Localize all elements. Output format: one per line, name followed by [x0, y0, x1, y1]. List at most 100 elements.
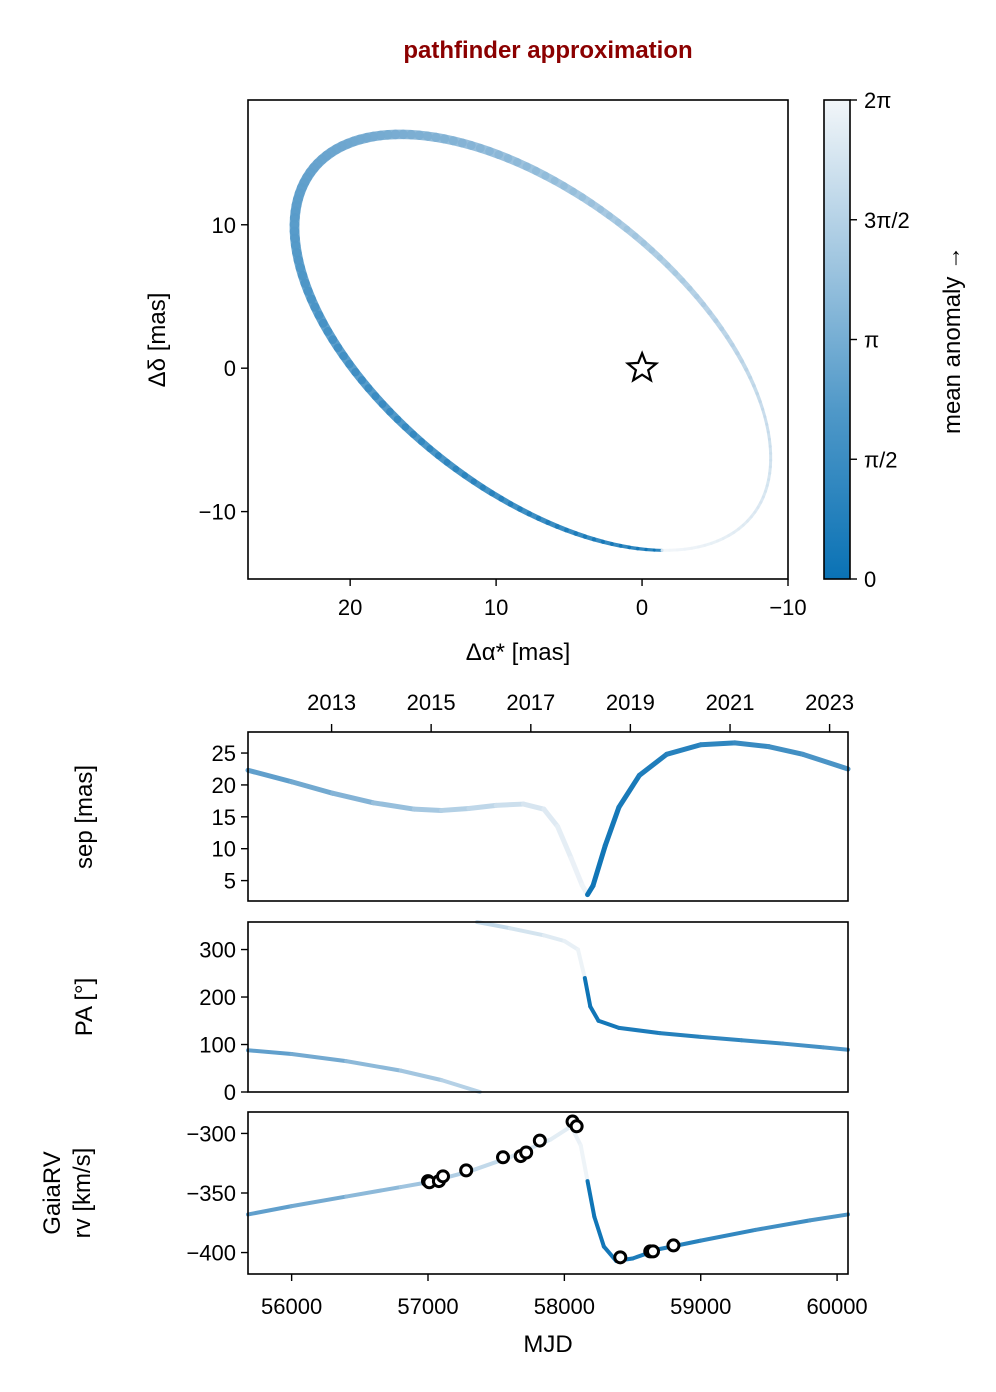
rv-model-segment: [807, 1212, 850, 1223]
pa-ticks: 0 100 200 300: [199, 938, 248, 1105]
pa-curve: [246, 920, 850, 1094]
pa-segment: [398, 1068, 444, 1083]
rv-y-label-line2: rv [km/s]: [69, 1148, 96, 1239]
star-marker: [624, 350, 660, 383]
rv-model-segment: [246, 1204, 294, 1217]
rv-model-segment: [548, 1124, 574, 1142]
chart-title: pathfinder approximation: [403, 37, 692, 64]
y-tick-label: 300: [199, 938, 236, 963]
pa-segment: [562, 938, 580, 952]
rv-ticks: −300 −350 −400 56000 57000 58000 59000 60000: [186, 1121, 867, 1319]
orbit-frame: [247, 99, 789, 580]
rv-observation: [666, 1238, 681, 1253]
y-tick-label: 200: [199, 985, 236, 1010]
y-tick-label: −300: [186, 1121, 236, 1146]
rv-observation: [613, 1250, 628, 1265]
sep-segment: [439, 806, 472, 813]
rv-observation: [519, 1145, 534, 1160]
rv-y-label-line1: GaiaRV: [39, 1151, 66, 1235]
y-tick-label: 0: [224, 356, 236, 381]
x-tick-label: 0: [636, 595, 648, 620]
orbit-curve: [289, 129, 773, 552]
pa-segment: [588, 1004, 601, 1023]
rv-model-segment: [753, 1218, 812, 1232]
sep-segment: [800, 751, 851, 772]
sep-segment: [732, 740, 772, 750]
x-tick-label: 10: [484, 595, 508, 620]
rv-panel: −300 −350 −400 56000 57000 58000 59000 60000 Ga…: [39, 1111, 868, 1358]
pa-segment: [596, 1018, 621, 1030]
pa-segment: [616, 1025, 662, 1036]
rv-observation: [436, 1169, 450, 1184]
rv-points: [421, 1114, 681, 1265]
y-tick-label: 10: [212, 213, 236, 238]
sep-segment: [520, 801, 547, 812]
sep-segment: [245, 767, 295, 785]
pa-segment: [821, 1045, 850, 1052]
sep-segment: [616, 772, 642, 810]
colorbar-ticks: 0 π/2 π 3π/2 2π: [850, 88, 910, 592]
year-tick-label: 2015: [407, 690, 456, 715]
x-tick-label: 60000: [806, 1294, 867, 1319]
sep-segment: [698, 740, 738, 748]
colorbar-tick-label: 3π/2: [864, 208, 910, 233]
sep-segment: [602, 804, 622, 849]
y-tick-label: 5: [224, 869, 236, 894]
sep-segment: [664, 742, 704, 757]
x-tick-label: −10: [769, 595, 806, 620]
rv-model-segment: [289, 1194, 349, 1209]
pa-segment: [246, 1048, 294, 1057]
rv-observation: [646, 1244, 660, 1259]
y-tick-label: 15: [212, 805, 236, 830]
x-tick-label: 56000: [261, 1294, 322, 1319]
year-tick-label: 2021: [706, 690, 755, 715]
pa-segment: [657, 1031, 703, 1039]
y-tick-label: −10: [199, 500, 236, 525]
pa-segment: [344, 1059, 403, 1073]
x-tick-label: 20: [338, 595, 362, 620]
rv-observation: [459, 1163, 474, 1178]
rv-observation: [532, 1133, 547, 1148]
x-tick-label: 57000: [397, 1294, 458, 1319]
rv-frame: [247, 1111, 849, 1275]
orbit-y-label: Δδ [mas]: [144, 293, 171, 388]
sep-y-label: sep [mas]: [71, 765, 98, 869]
pa-segment: [576, 947, 587, 981]
pa-segment: [698, 1034, 744, 1043]
colorbar: 0 π/2 π 3π/2 2π mean anomaly →: [823, 88, 966, 592]
year-tick-label: 2023: [805, 690, 854, 715]
y-tick-label: −350: [186, 1181, 236, 1206]
rv-x-label: MJD: [523, 1331, 572, 1358]
sep-segment: [330, 790, 376, 806]
orbit-ticks: 20 10 0 −10 10 0 −10: [199, 213, 807, 620]
pa-panel: 0 100 200 300 PA [°]: [71, 920, 850, 1105]
pa-segment: [439, 1078, 482, 1094]
sep-segment: [766, 744, 806, 757]
pa-segment: [475, 920, 512, 931]
x-tick-label: 58000: [534, 1294, 595, 1319]
pa-frame: [247, 921, 849, 1093]
rv-curve: [246, 1124, 850, 1263]
year-tick-label: 2019: [606, 690, 655, 715]
pa-segment: [507, 926, 546, 938]
pa-segment: [739, 1038, 785, 1046]
rv-model-segment: [592, 1214, 606, 1249]
y-tick-label: −400: [186, 1241, 236, 1266]
pa-segment: [541, 933, 567, 943]
pa-segment: [582, 976, 593, 1009]
sep-segment: [636, 751, 670, 778]
sep-segment: [493, 801, 526, 808]
sep-segment: [555, 823, 574, 861]
y-tick-label: 20: [212, 773, 236, 798]
pa-segment: [289, 1052, 349, 1064]
orbit-panel: 20 10 0 −10 10 0 −10 Δα* [mas] Δδ [mas]: [144, 99, 807, 666]
y-tick-label: 100: [199, 1033, 236, 1058]
sep-segment: [411, 806, 445, 813]
colorbar-tick-label: π/2: [864, 447, 898, 472]
y-tick-label: 10: [212, 837, 236, 862]
colorbar-gradient: [824, 100, 850, 579]
sep-segment: [370, 800, 417, 812]
rv-model-segment: [585, 1179, 597, 1219]
sep-panel: 5 10 15 20 25 sep [mas]: [71, 731, 851, 902]
star-icon: [624, 350, 660, 383]
